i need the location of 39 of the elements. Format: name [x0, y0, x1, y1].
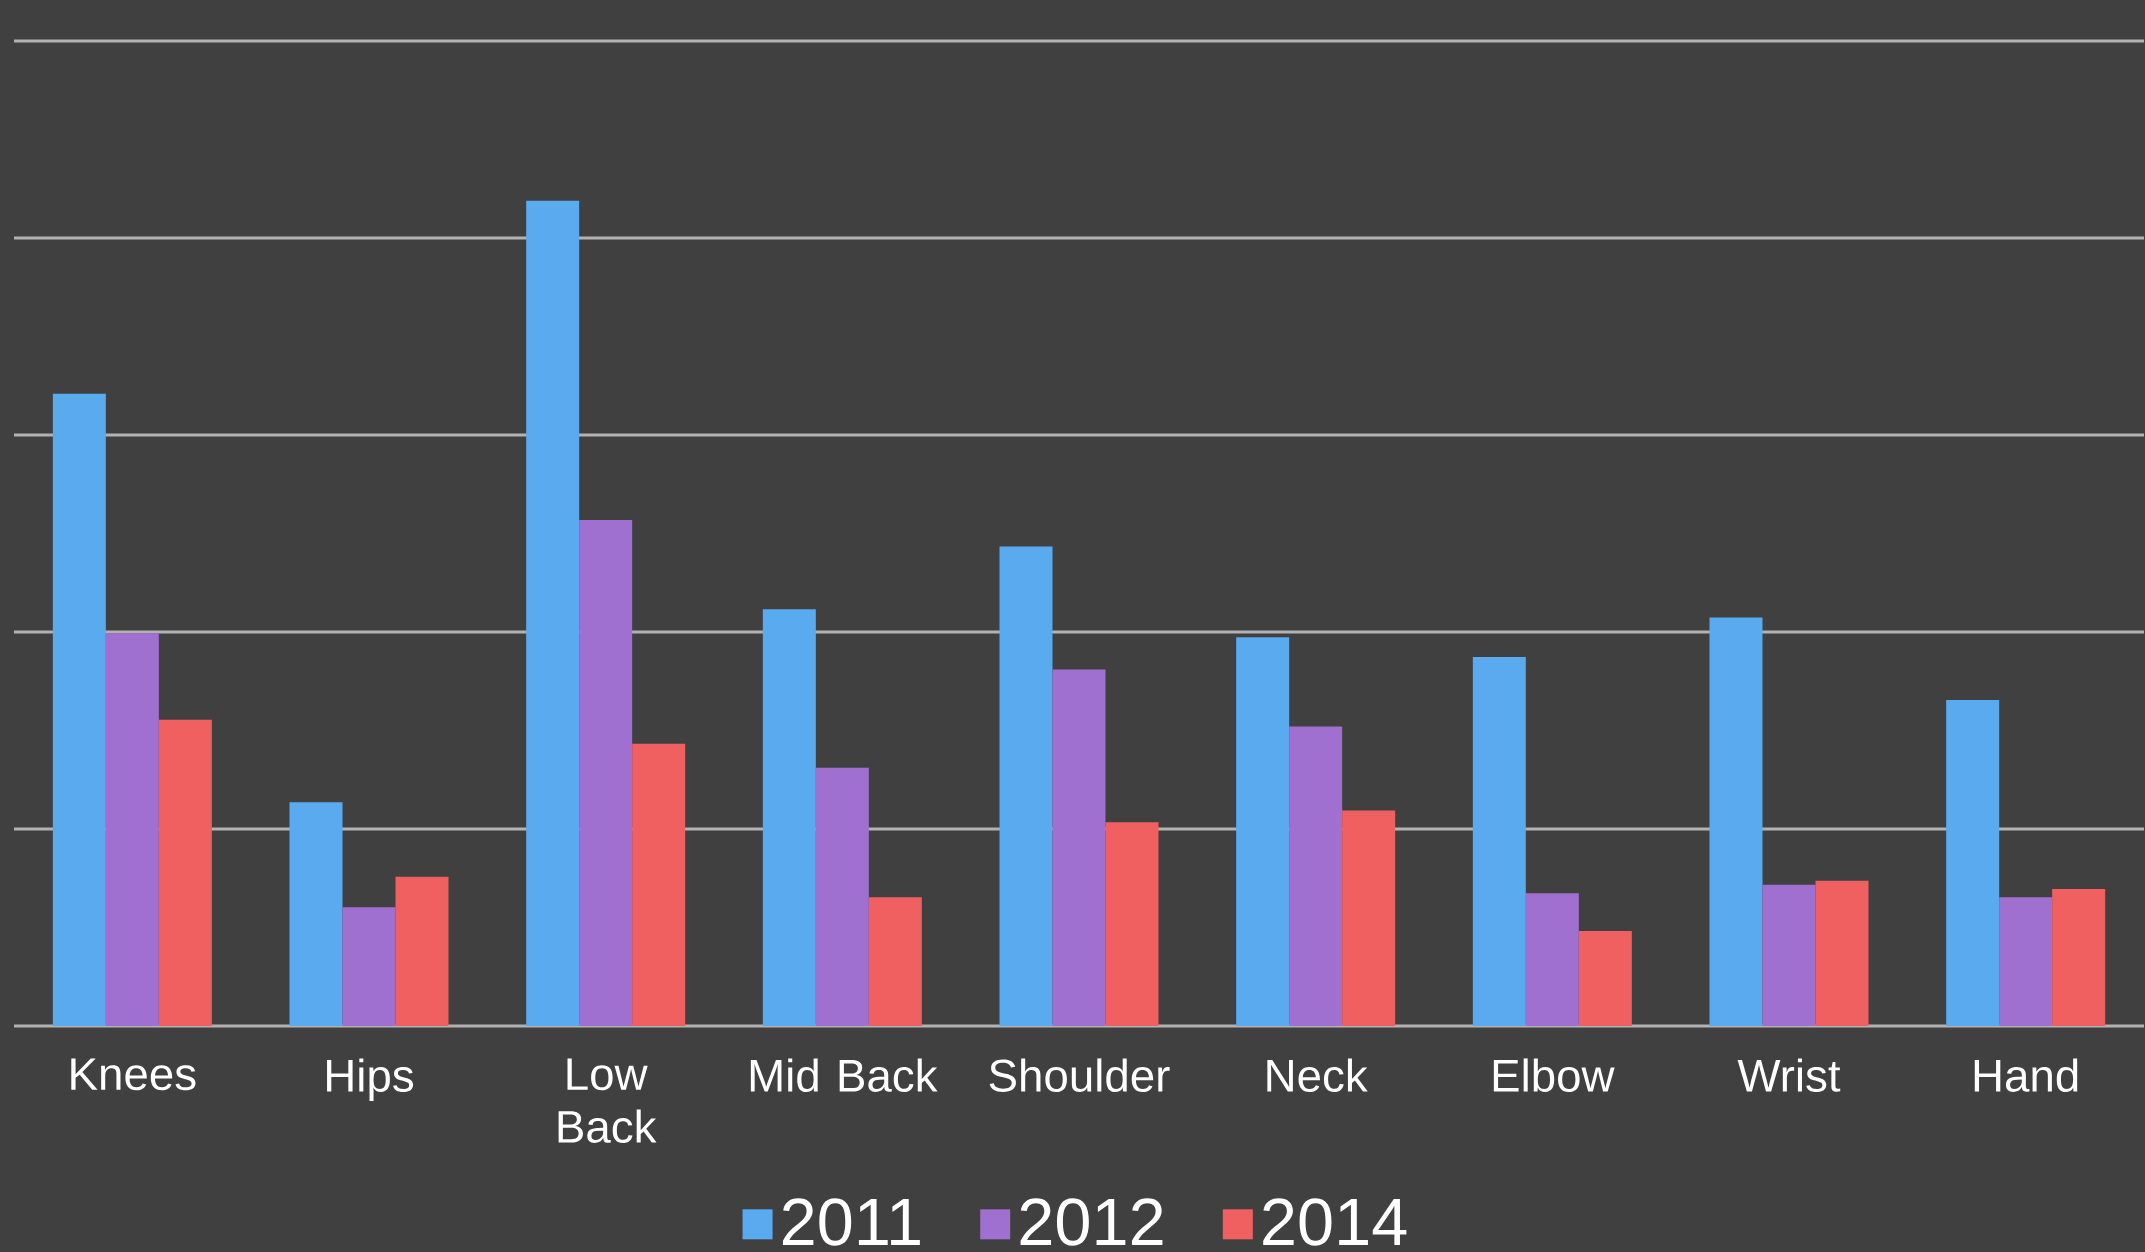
x-tick-label: Hips [327, 1058, 414, 1102]
x-tick-label: Elbow [1493, 1058, 1615, 1092]
legend-label: 2012 [1020, 1198, 1163, 1246]
x-tick-label: Wrist [1737, 1058, 1841, 1092]
x-tick-label: Neck [1267, 1058, 1368, 1092]
bar [999, 546, 1053, 1026]
bar [579, 520, 633, 1026]
bar [1946, 700, 2000, 1026]
legend-label: 2014 [1263, 1198, 1407, 1246]
bar [1999, 897, 2053, 1026]
x-tick-label: Mid Back [750, 1058, 938, 1092]
bar [762, 609, 816, 1026]
bar [1815, 880, 1869, 1026]
bar [2052, 889, 2106, 1026]
bar [1472, 657, 1526, 1026]
bar [289, 802, 343, 1026]
bar [1342, 810, 1396, 1026]
bar [158, 719, 212, 1026]
bar [105, 633, 159, 1026]
bar [1525, 893, 1579, 1026]
bar [1052, 669, 1106, 1026]
bar [868, 897, 922, 1026]
x-tick-label: Knees [71, 1058, 196, 1091]
bar [526, 200, 580, 1026]
legend-label: 2011 [782, 1198, 920, 1246]
bar [1236, 637, 1290, 1026]
bar [1762, 884, 1816, 1026]
bar [1289, 726, 1343, 1026]
bar [395, 876, 449, 1026]
bar [815, 767, 869, 1026]
bar [52, 393, 106, 1026]
bar [1578, 931, 1632, 1026]
x-tick-label: Hand [1974, 1058, 2078, 1092]
bar [342, 907, 396, 1026]
bar [1105, 822, 1159, 1026]
bar [632, 743, 686, 1026]
x-tick-label: Low Back [558, 1058, 657, 1144]
x-tick-label: Shoulder [989, 1058, 1170, 1092]
bar [1709, 617, 1763, 1026]
